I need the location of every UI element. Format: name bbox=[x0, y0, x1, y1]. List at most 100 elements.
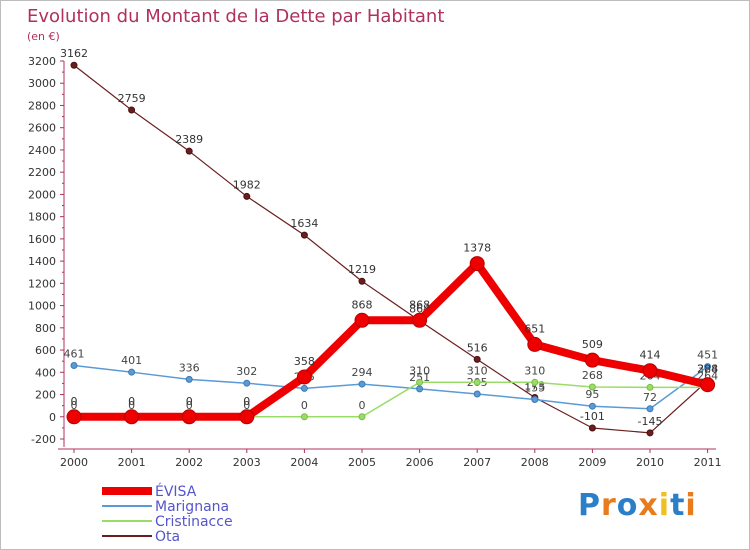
y-tick-label: 2600 bbox=[28, 122, 56, 135]
y-tick-label: 200 bbox=[35, 389, 56, 402]
series-line-évisa bbox=[74, 259, 709, 421]
x-tick-label: 2008 bbox=[521, 456, 549, 469]
data-label: 414 bbox=[640, 349, 661, 362]
data-label: 336 bbox=[179, 361, 200, 374]
x-tick-label: 2002 bbox=[175, 456, 203, 469]
data-label: 0 bbox=[128, 399, 135, 412]
data-label: 509 bbox=[582, 338, 603, 351]
data-point bbox=[354, 312, 370, 328]
data-label: 0 bbox=[243, 399, 250, 412]
data-point bbox=[584, 352, 600, 368]
data-label: 264 bbox=[697, 369, 718, 382]
chart-subtitle: (en €) bbox=[27, 30, 60, 43]
data-point bbox=[588, 424, 596, 432]
data-point bbox=[128, 368, 136, 376]
data-point bbox=[243, 192, 251, 200]
data-label: 0 bbox=[186, 395, 193, 408]
data-label: 288 bbox=[697, 363, 718, 376]
data-label: 461 bbox=[64, 348, 85, 361]
data-point bbox=[128, 106, 136, 114]
y-tick-label: 1200 bbox=[28, 277, 56, 290]
data-label: -145 bbox=[638, 415, 663, 428]
data-point bbox=[300, 413, 308, 421]
data-label: 310 bbox=[524, 364, 545, 377]
data-point bbox=[473, 390, 481, 398]
series-line-cristinacce bbox=[74, 381, 708, 418]
data-point bbox=[531, 396, 539, 404]
data-label: 868 bbox=[409, 298, 430, 311]
data-point bbox=[642, 363, 658, 379]
data-point bbox=[239, 409, 255, 425]
logo-letter: r bbox=[601, 488, 617, 523]
chart-title: Evolution du Montant de la Dette par Hab… bbox=[27, 6, 444, 27]
data-point bbox=[358, 277, 366, 285]
data-point bbox=[704, 363, 712, 371]
data-point bbox=[588, 383, 596, 391]
series-line-ota bbox=[73, 64, 709, 434]
data-point bbox=[412, 312, 428, 328]
data-point bbox=[473, 378, 481, 386]
data-point bbox=[185, 375, 193, 383]
logo-letter: i bbox=[658, 488, 671, 523]
x-tick-label: 2009 bbox=[578, 456, 606, 469]
data-label: 95 bbox=[585, 388, 599, 401]
data-label: 358 bbox=[294, 355, 315, 368]
y-tick-label: 2000 bbox=[28, 188, 56, 201]
data-point bbox=[358, 413, 366, 421]
legend-label: Cristinacce bbox=[155, 514, 233, 530]
data-label: -101 bbox=[580, 410, 605, 423]
data-label: 0 bbox=[186, 399, 193, 412]
data-point bbox=[300, 384, 308, 392]
y-tick-label: 2400 bbox=[28, 144, 56, 157]
data-point bbox=[416, 385, 424, 393]
x-tick-label: 2005 bbox=[348, 456, 376, 469]
data-label: 1982 bbox=[233, 178, 261, 191]
data-point bbox=[70, 362, 78, 370]
legend-label: Ota bbox=[155, 529, 180, 545]
y-tick-label: 400 bbox=[35, 366, 56, 379]
data-point bbox=[469, 256, 485, 272]
data-point bbox=[646, 405, 654, 413]
data-label: 155 bbox=[524, 382, 545, 395]
data-point bbox=[185, 147, 193, 155]
data-label: 310 bbox=[409, 364, 430, 377]
legend-label: ÉVISA bbox=[155, 483, 197, 500]
data-point bbox=[646, 429, 654, 437]
x-tick-label: 2007 bbox=[463, 456, 491, 469]
y-tick-label: 600 bbox=[35, 344, 56, 357]
data-point bbox=[646, 383, 654, 391]
data-label: 0 bbox=[243, 395, 250, 408]
y-tick-label: 1000 bbox=[28, 300, 56, 313]
y-tick-label: 800 bbox=[35, 322, 56, 335]
data-label: 268 bbox=[582, 369, 603, 382]
y-tick-label: 0 bbox=[49, 411, 56, 424]
logo-letter: i bbox=[685, 488, 697, 523]
data-point bbox=[300, 231, 308, 239]
data-point bbox=[66, 409, 82, 425]
x-tick-label: 2001 bbox=[118, 456, 146, 469]
proxiti-logo: Proxiti bbox=[578, 488, 697, 523]
data-label: 451 bbox=[697, 349, 718, 362]
y-tick-label: 1800 bbox=[28, 211, 56, 224]
data-label: 251 bbox=[409, 371, 430, 384]
x-tick-label: 2006 bbox=[406, 456, 434, 469]
legend-label: Marignana bbox=[155, 499, 229, 515]
data-point bbox=[124, 409, 140, 425]
y-tick-label: 3000 bbox=[28, 77, 56, 90]
y-tick-label: 1400 bbox=[28, 255, 56, 268]
data-point bbox=[70, 61, 78, 69]
logo-letter: o bbox=[616, 488, 639, 523]
data-label: 0 bbox=[71, 399, 78, 412]
data-point bbox=[531, 378, 539, 386]
data-point bbox=[296, 369, 312, 385]
data-label: 3162 bbox=[60, 47, 88, 60]
y-tick-label: 2800 bbox=[28, 99, 56, 112]
data-point bbox=[358, 380, 366, 388]
x-tick-label: 2004 bbox=[290, 456, 318, 469]
data-label: 651 bbox=[524, 322, 545, 335]
y-tick-label: -200 bbox=[31, 433, 56, 446]
data-label: 310 bbox=[467, 364, 488, 377]
logo-letter: P bbox=[578, 488, 601, 523]
y-tick-label: 3200 bbox=[28, 55, 56, 68]
